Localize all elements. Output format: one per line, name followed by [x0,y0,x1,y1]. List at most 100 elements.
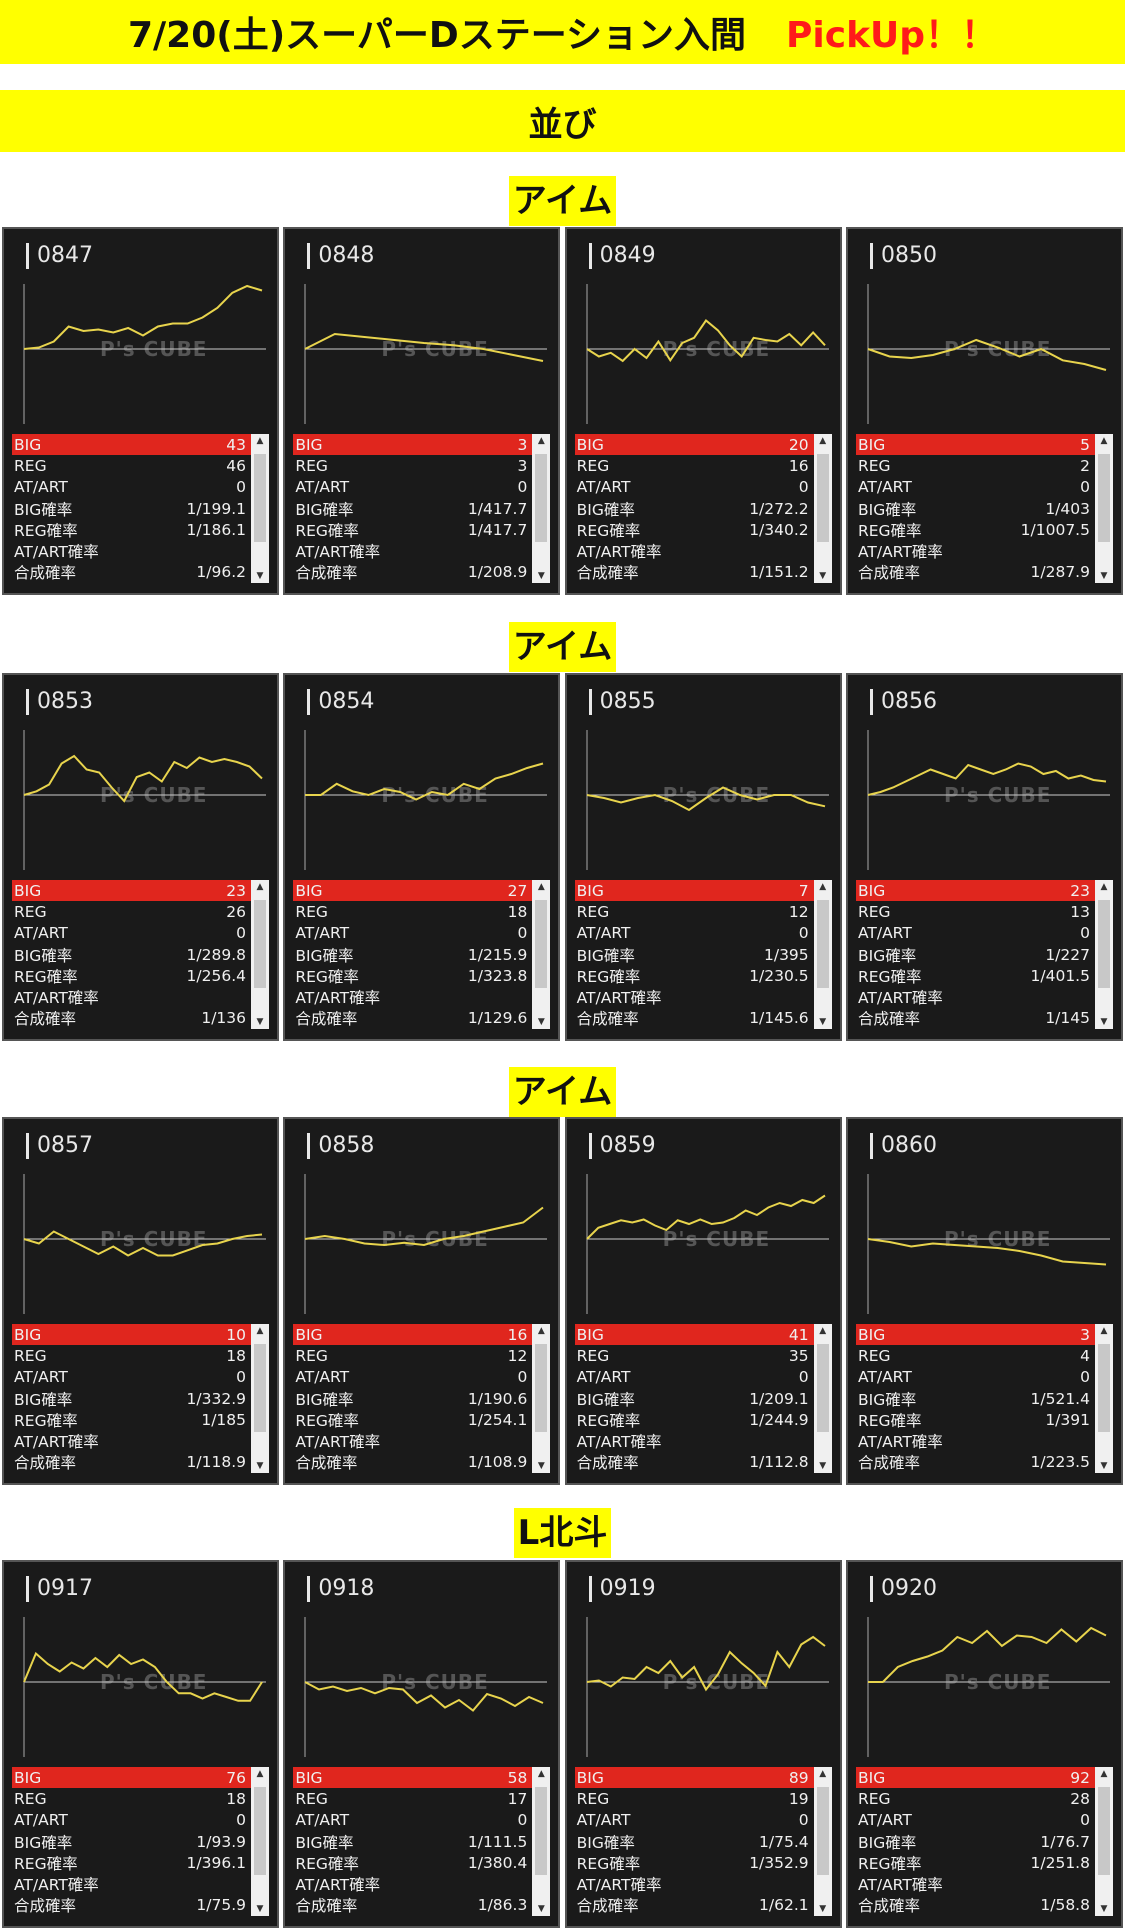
stats-scrollbar[interactable]: ▲ ▼ [532,880,551,1029]
scroll-up-icon[interactable]: ▲ [1100,882,1108,892]
stats-row: REG 16 [575,455,815,476]
scroll-up-icon[interactable]: ▲ [1100,1769,1108,1779]
scroll-thumb[interactable] [816,1344,829,1432]
stats-scrollbar[interactable]: ▲ ▼ [1094,1767,1113,1916]
scroll-up-icon[interactable]: ▲ [819,1326,827,1336]
stat-label: REG確率 [576,967,641,986]
stats-scrollbar[interactable]: ▲ ▼ [813,434,832,583]
scroll-thumb[interactable] [535,1787,548,1875]
scroll-down-icon[interactable]: ▼ [537,1461,545,1471]
scroll-thumb[interactable] [254,1787,266,1875]
machine-card[interactable]: 0920 P's CUBE BIG 92 REG 28 AT/ART 0 BIG確率 1/76.7… [845,1560,1123,1928]
stats-scrollbar[interactable]: ▲ ▼ [532,1767,551,1916]
scroll-up-icon[interactable]: ▲ [537,1769,545,1779]
scroll-down-icon[interactable]: ▼ [256,1017,264,1027]
machine-card[interactable]: 0917 P's CUBE BIG 76 REG 18 AT/ART 0 BIG確率 1/93.9… [2,1560,279,1928]
machine-card[interactable]: 0853 P's CUBE BIG 23 REG 26 AT/ART 0 BIG確率 1/289.… [2,673,279,1041]
scroll-down-icon[interactable]: ▼ [256,1904,264,1914]
stat-label: AT/ART [576,1811,631,1830]
scroll-thumb[interactable] [254,900,266,988]
machine-card[interactable]: 0854 P's CUBE BIG 27 REG 18 AT/ART 0 BIG確率 1/215.… [283,673,561,1041]
stats-scrollbar[interactable]: ▲ ▼ [251,1324,269,1473]
stats-scrollbar[interactable]: ▲ ▼ [813,880,832,1029]
machine-card[interactable]: 0858 P's CUBE BIG 16 REG 12 AT/ART 0 BIG確率 1/190.… [283,1117,561,1485]
scroll-down-icon[interactable]: ▼ [256,571,264,581]
stats-row: AT/ART確率 [856,1430,1096,1451]
machine-card[interactable]: 0918 P's CUBE BIG 58 REG 17 AT/ART 0 BIG確率 1/111.… [283,1560,561,1928]
machine-card[interactable]: 0847 P's CUBE BIG 43 REG 46 AT/ART 0 BIG確率 1/199.… [2,227,279,595]
scroll-thumb[interactable] [1097,454,1110,542]
machine-card[interactable]: 0850 P's CUBE BIG 5 REG 2 AT/ART 0 BIG確率 1/403 REG… [845,227,1123,595]
scroll-down-icon[interactable]: ▼ [1100,571,1108,581]
machine-card[interactable]: 0860 P's CUBE BIG 3 REG 4 AT/ART 0 BIG確率 1/521.4 R… [845,1117,1123,1485]
scroll-down-icon[interactable]: ▼ [1100,1017,1108,1027]
stats-scrollbar[interactable]: ▲ ▼ [1094,880,1113,1029]
scroll-down-icon[interactable]: ▼ [537,571,545,581]
slump-line [586,319,826,363]
scroll-up-icon[interactable]: ▲ [256,1769,264,1779]
stats-scrollbar[interactable]: ▲ ▼ [532,1324,551,1473]
scroll-down-icon[interactable]: ▼ [819,1461,827,1471]
stats-scrollbar[interactable]: ▲ ▼ [251,880,269,1029]
stat-value: 1/380.4 [467,1853,528,1872]
scroll-up-icon[interactable]: ▲ [537,436,545,446]
stats-scrollbar[interactable]: ▲ ▼ [813,1767,832,1916]
scroll-down-icon[interactable]: ▼ [819,1017,827,1027]
scroll-thumb[interactable] [1097,1787,1110,1875]
scroll-down-icon[interactable]: ▼ [1100,1461,1108,1471]
scroll-up-icon[interactable]: ▲ [256,436,264,446]
scroll-thumb[interactable] [816,454,829,542]
scroll-up-icon[interactable]: ▲ [537,882,545,892]
scroll-up-icon[interactable]: ▲ [1100,1326,1108,1336]
stat-label: REG確率 [295,1854,359,1873]
scroll-up-icon[interactable]: ▲ [819,436,827,446]
slump-line [585,1194,826,1240]
stat-label: BIG [295,1325,323,1344]
slump-graph [867,284,1110,424]
scroll-thumb[interactable] [816,1787,829,1875]
scroll-down-icon[interactable]: ▼ [1100,1904,1108,1914]
stats-row: REG確率 1/401.5 [856,965,1096,986]
stat-label: REG [857,1789,891,1808]
machine-card[interactable]: 0859 P's CUBE BIG 41 REG 35 AT/ART 0 BIG確率 1/209.… [564,1117,842,1485]
stats-scrollbar[interactable]: ▲ ▼ [532,434,551,583]
machine-card[interactable]: 0856 P's CUBE BIG 23 REG 13 AT/ART 0 BIG確率 1/227 R… [845,673,1123,1041]
scroll-up-icon[interactable]: ▲ [256,1326,264,1336]
machine-card[interactable]: 0855 P's CUBE BIG 7 REG 12 AT/ART 0 BIG確率 1/395 RE… [564,673,842,1041]
stats-scrollbar[interactable]: ▲ ▼ [813,1324,832,1473]
stat-value: 1/287.9 [1030,563,1090,582]
scroll-up-icon[interactable]: ▲ [256,882,264,892]
stat-label: AT/ART [295,478,350,497]
scroll-thumb[interactable] [535,454,548,542]
slump-line [305,762,544,801]
stat-label: AT/ART確率 [857,1876,943,1895]
machine-card[interactable]: 0857 P's CUBE BIG 10 REG 18 AT/ART 0 BIG確率 1/332.… [2,1117,279,1485]
scroll-thumb[interactable] [254,454,266,542]
scroll-up-icon[interactable]: ▲ [819,882,827,892]
stats-scrollbar[interactable]: ▲ ▼ [251,434,269,583]
scroll-thumb[interactable] [816,900,829,988]
stat-label: BIG [576,1325,604,1344]
scroll-down-icon[interactable]: ▼ [256,1461,264,1471]
scroll-thumb[interactable] [535,900,548,988]
scroll-down-icon[interactable]: ▼ [819,571,827,581]
stats-scrollbar[interactable]: ▲ ▼ [1094,434,1113,583]
scroll-thumb[interactable] [535,1344,548,1432]
machine-card[interactable]: 0849 P's CUBE BIG 20 REG 16 AT/ART 0 BIG確率 1/272.… [564,227,842,595]
stats-scrollbar[interactable]: ▲ ▼ [1094,1324,1113,1473]
machine-card[interactable]: 0919 P's CUBE BIG 89 REG 19 AT/ART 0 BIG確率 1/75.4… [564,1560,842,1928]
stats-table: BIG 76 REG 18 AT/ART 0 BIG確率 1/93.9 REG確率 1/396.1… [12,1767,252,1916]
stats-row: 合成確率 1/112.8 [575,1452,815,1473]
scroll-thumb[interactable] [254,1344,266,1432]
scroll-up-icon[interactable]: ▲ [537,1326,545,1336]
scroll-up-icon[interactable]: ▲ [819,1769,827,1779]
machine-card[interactable]: 0848 P's CUBE BIG 3 REG 3 AT/ART 0 BIG確率 1/417.7 R… [283,227,561,595]
scroll-thumb[interactable] [1097,900,1110,988]
scroll-down-icon[interactable]: ▼ [819,1904,827,1914]
stat-label: AT/ART確率 [857,543,943,562]
scroll-down-icon[interactable]: ▼ [537,1904,545,1914]
stats-scrollbar[interactable]: ▲ ▼ [251,1767,269,1916]
scroll-up-icon[interactable]: ▲ [1100,436,1108,446]
scroll-down-icon[interactable]: ▼ [537,1017,545,1027]
scroll-thumb[interactable] [1097,1344,1110,1432]
